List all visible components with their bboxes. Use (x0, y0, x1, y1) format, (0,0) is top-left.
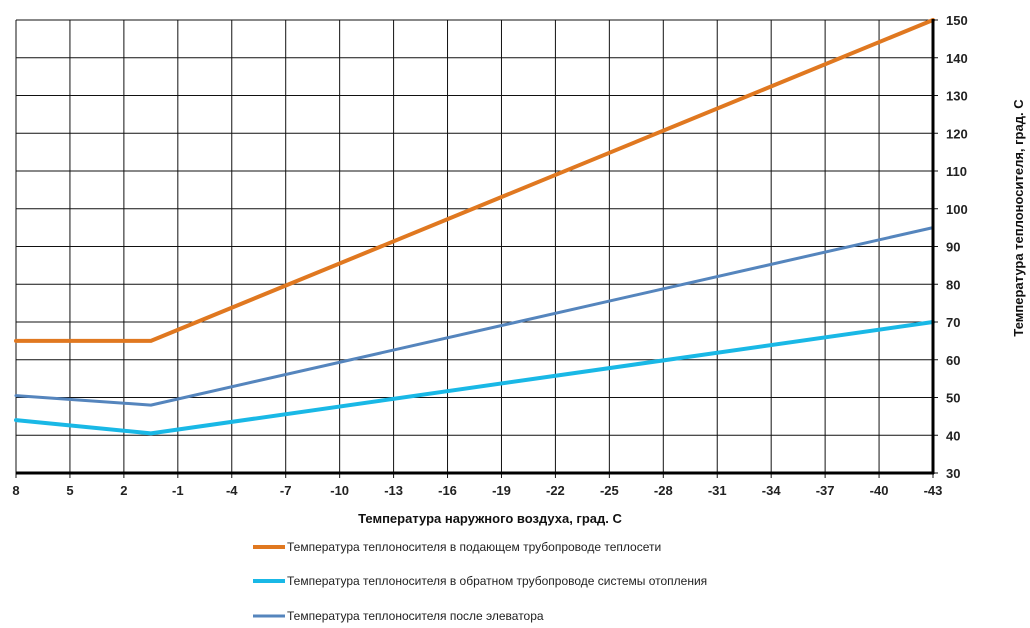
x-tick-label: 8 (12, 483, 19, 498)
y-tick-label: 120 (946, 126, 968, 141)
y-tick-label: 130 (946, 89, 968, 104)
legend-label-supply: Температура теплоносителя в подающем тру… (287, 540, 661, 554)
axes (15, 19, 938, 478)
x-tick-label: -34 (762, 483, 782, 498)
x-tick-label: 5 (66, 483, 73, 498)
grid (15, 19, 934, 474)
y-tick-label: 110 (946, 164, 967, 179)
x-tick-label: -16 (438, 483, 457, 498)
x-tick-label: -40 (870, 483, 889, 498)
y-tick-label: 40 (946, 428, 960, 443)
x-tick-label: -28 (654, 483, 673, 498)
x-tick-label: -37 (816, 483, 835, 498)
x-tick-label: -43 (924, 483, 943, 498)
series-lines (14, 18, 935, 436)
series-line-elevator (14, 226, 935, 407)
y-tick-label: 140 (946, 51, 968, 66)
x-tick-label: -19 (492, 483, 511, 498)
y-tick-label: 90 (946, 240, 960, 255)
x-tick-label: -25 (600, 483, 619, 498)
x-axis-title: Температура наружного воздуха, град. С (358, 511, 622, 526)
tick-labels: 8 5 2 -1 -4 -7 -10 -13 -16 -19 -22 -25 -28 -31 -34 -37 -… (12, 13, 967, 498)
y-tick-label: 100 (946, 202, 968, 217)
x-tick-label: -10 (330, 483, 349, 498)
series-line-return (14, 320, 935, 436)
y-axis-title: Температура теплоносителя, град. С (1011, 99, 1026, 337)
y-tick-label: 50 (946, 391, 960, 406)
y-tick-label: 80 (946, 277, 960, 292)
y-tick-label: 60 (946, 353, 960, 368)
x-tick-label: 2 (120, 483, 127, 498)
y-tick-label: 30 (946, 466, 960, 481)
x-tick-label: -4 (226, 483, 238, 498)
x-tick-label: -13 (384, 483, 403, 498)
legend-label-return: Температура теплоносителя в обратном тру… (287, 574, 707, 588)
x-tick-label: -22 (546, 483, 565, 498)
y-tick-label: 150 (946, 13, 968, 28)
x-tick-label: -31 (708, 483, 727, 498)
x-tick-label: -7 (280, 483, 292, 498)
legend-label-elevator: Температура теплоносителя после элеватор… (287, 609, 544, 623)
series-line-supply (14, 18, 935, 343)
x-tick-label: -1 (172, 483, 184, 498)
y-tick-label: 70 (946, 315, 960, 330)
legend: Температура теплоносителя в подающем тру… (253, 540, 707, 623)
